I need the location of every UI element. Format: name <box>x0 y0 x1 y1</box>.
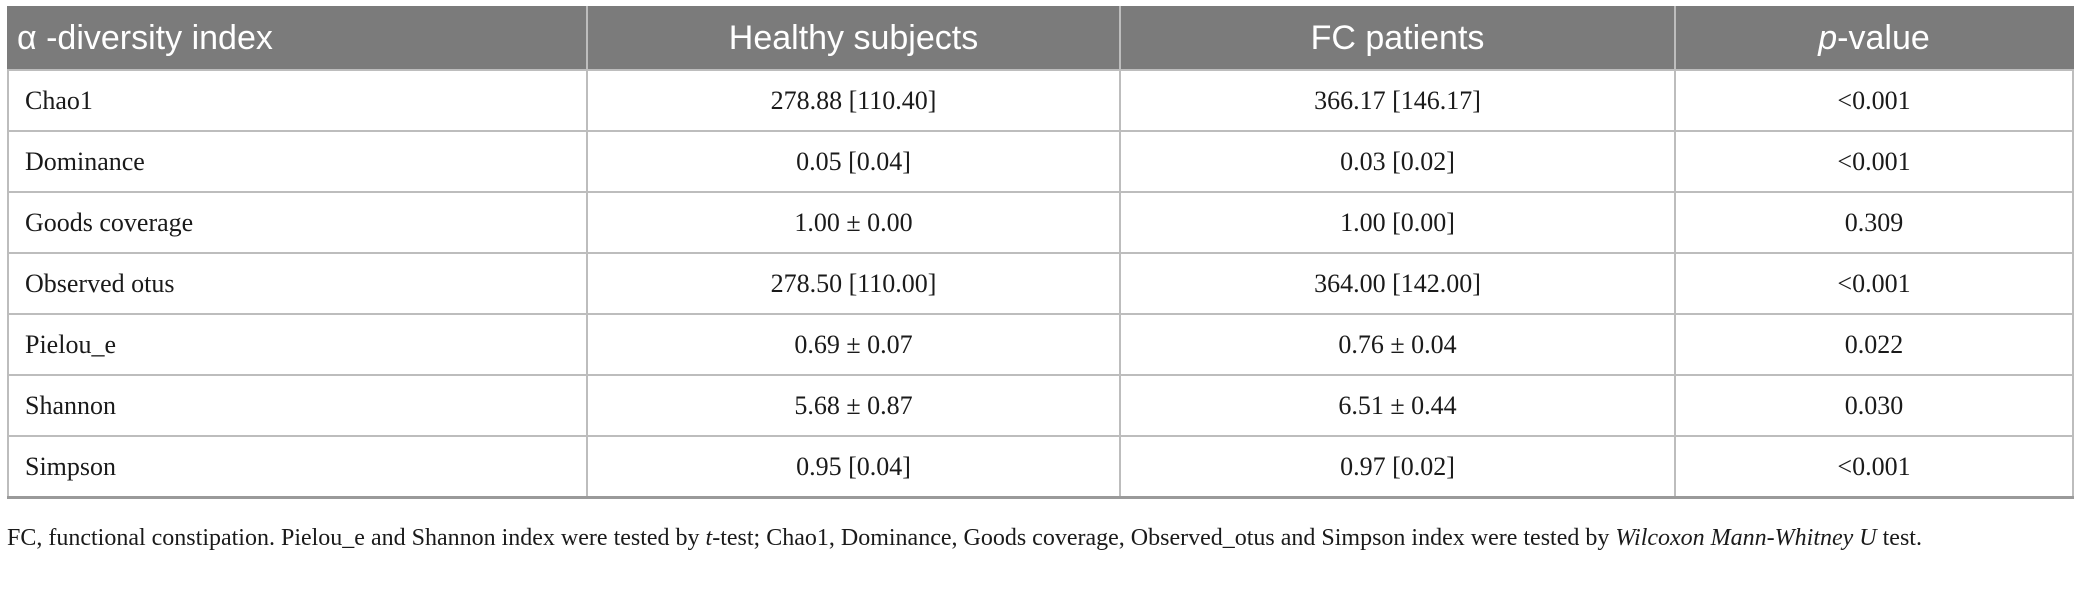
cell-fc: 364.00 [142.00] <box>1119 252 1676 315</box>
cell-p-value: 0.030 <box>1674 374 2074 437</box>
alpha-diversity-table: α -diversity index Healthy subjects FC p… <box>7 6 2074 499</box>
cell-healthy: 0.95 [0.04] <box>586 435 1121 499</box>
header-p-italic: p <box>1818 19 1838 57</box>
cell-p-value: 0.309 <box>1674 191 2074 254</box>
cell-p-value: <0.001 <box>1674 252 2074 315</box>
cell-p-value: <0.001 <box>1674 130 2074 193</box>
header-diversity-index: α -diversity index <box>7 6 588 71</box>
diversity-table-container: α -diversity index Healthy subjects FC p… <box>7 6 2074 499</box>
cell-healthy: 278.50 [110.00] <box>586 252 1121 315</box>
cell-index: Pielou_e <box>7 313 588 376</box>
footnote-t-italic: t <box>705 525 713 551</box>
table-row: Observed otus 278.50 [110.00] 364.00 [14… <box>7 252 2074 315</box>
table-row: Chao1 278.88 [110.40] 366.17 [146.17] <0… <box>7 69 2074 132</box>
footnote-wilcoxon-italic: Wilcoxon Mann-Whitney U <box>1615 525 1877 551</box>
cell-fc: 0.76 ± 0.04 <box>1119 313 1676 376</box>
cell-fc: 0.97 [0.02] <box>1119 435 1676 499</box>
table-row: Pielou_e 0.69 ± 0.07 0.76 ± 0.04 0.022 <box>7 313 2074 376</box>
table-row: Shannon 5.68 ± 0.87 6.51 ± 0.44 0.030 <box>7 374 2074 437</box>
header-healthy-subjects: Healthy subjects <box>586 6 1121 71</box>
cell-healthy: 1.00 ± 0.00 <box>586 191 1121 254</box>
cell-fc: 6.51 ± 0.44 <box>1119 374 1676 437</box>
cell-fc: 1.00 [0.00] <box>1119 191 1676 254</box>
cell-index: Simpson <box>7 435 588 499</box>
cell-healthy: 278.88 [110.40] <box>586 69 1121 132</box>
footnote-text-1: FC, functional constipation. Pielou_e an… <box>7 525 706 551</box>
header-p-value: p-value <box>1674 6 2074 71</box>
cell-p-value: <0.001 <box>1674 69 2074 132</box>
cell-index: Goods coverage <box>7 191 588 254</box>
table-footnote: FC, functional constipation. Pielou_e an… <box>7 522 2067 555</box>
table-header: α -diversity index Healthy subjects FC p… <box>7 6 2074 71</box>
cell-index: Chao1 <box>7 69 588 132</box>
footnote-text-3: test. <box>1876 525 1922 551</box>
cell-healthy: 0.05 [0.04] <box>586 130 1121 193</box>
header-row: α -diversity index Healthy subjects FC p… <box>7 6 2074 71</box>
table-row: Goods coverage 1.00 ± 0.00 1.00 [0.00] 0… <box>7 191 2074 254</box>
table-body: Chao1 278.88 [110.40] 366.17 [146.17] <0… <box>7 69 2074 499</box>
cell-index: Observed otus <box>7 252 588 315</box>
cell-fc: 0.03 [0.02] <box>1119 130 1676 193</box>
header-fc-patients: FC patients <box>1119 6 1676 71</box>
cell-healthy: 5.68 ± 0.87 <box>586 374 1121 437</box>
cell-index: Shannon <box>7 374 588 437</box>
cell-p-value: 0.022 <box>1674 313 2074 376</box>
table-row: Dominance 0.05 [0.04] 0.03 [0.02] <0.001 <box>7 130 2074 193</box>
table-row: Simpson 0.95 [0.04] 0.97 [0.02] <0.001 <box>7 435 2074 499</box>
cell-healthy: 0.69 ± 0.07 <box>586 313 1121 376</box>
cell-index: Dominance <box>7 130 588 193</box>
cell-p-value: <0.001 <box>1674 435 2074 499</box>
cell-fc: 366.17 [146.17] <box>1119 69 1676 132</box>
footnote-text-2: -test; Chao1, Dominance, Goods coverage,… <box>712 525 1616 551</box>
header-p-rest: -value <box>1837 19 1930 57</box>
